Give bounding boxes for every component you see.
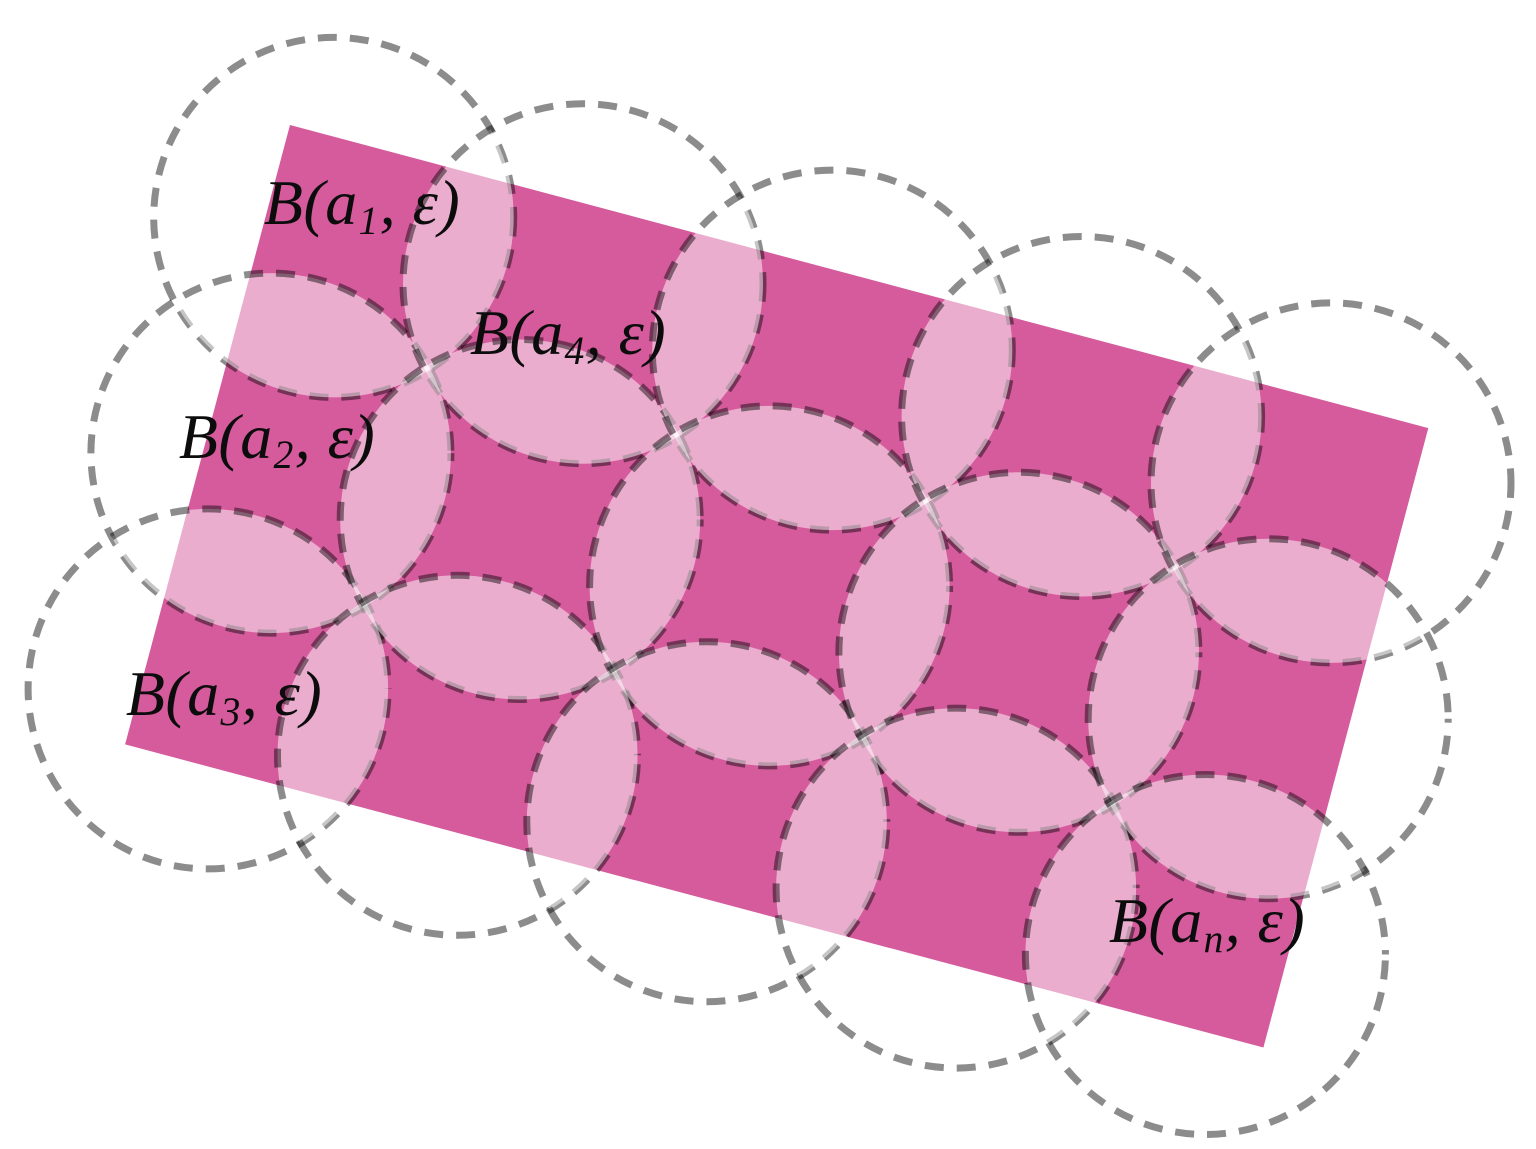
ball-label-a2: B(a2, ε) — [179, 405, 375, 475]
label-text: , ε) — [379, 167, 461, 238]
ball-label-an: B(an, ε) — [1109, 889, 1305, 959]
epsilon-ball-circle — [1021, 771, 1389, 1138]
label-text: , ε) — [585, 297, 667, 368]
ball-label-a4: B(a4, ε) — [470, 301, 666, 371]
label-text: , ε) — [1224, 885, 1306, 956]
label-text: B(a — [1108, 885, 1203, 956]
label-text: , ε) — [241, 658, 323, 729]
label-text: B(a — [125, 658, 220, 729]
epsilon-ball-circle — [1147, 299, 1515, 667]
label-subscript: 1 — [358, 198, 379, 243]
label-subscript: n — [1203, 916, 1224, 961]
ball-label-a1: B(a1, ε) — [264, 171, 460, 241]
label-subscript: 3 — [220, 689, 241, 734]
label-subscript: 4 — [564, 328, 585, 373]
label-subscript: 2 — [273, 432, 294, 477]
ball-label-a3: B(a3, ε) — [126, 662, 322, 732]
label-text: B(a — [263, 167, 358, 238]
label-text: , ε) — [294, 401, 376, 472]
label-text: B(a — [178, 401, 273, 472]
label-text: B(a — [469, 297, 564, 368]
